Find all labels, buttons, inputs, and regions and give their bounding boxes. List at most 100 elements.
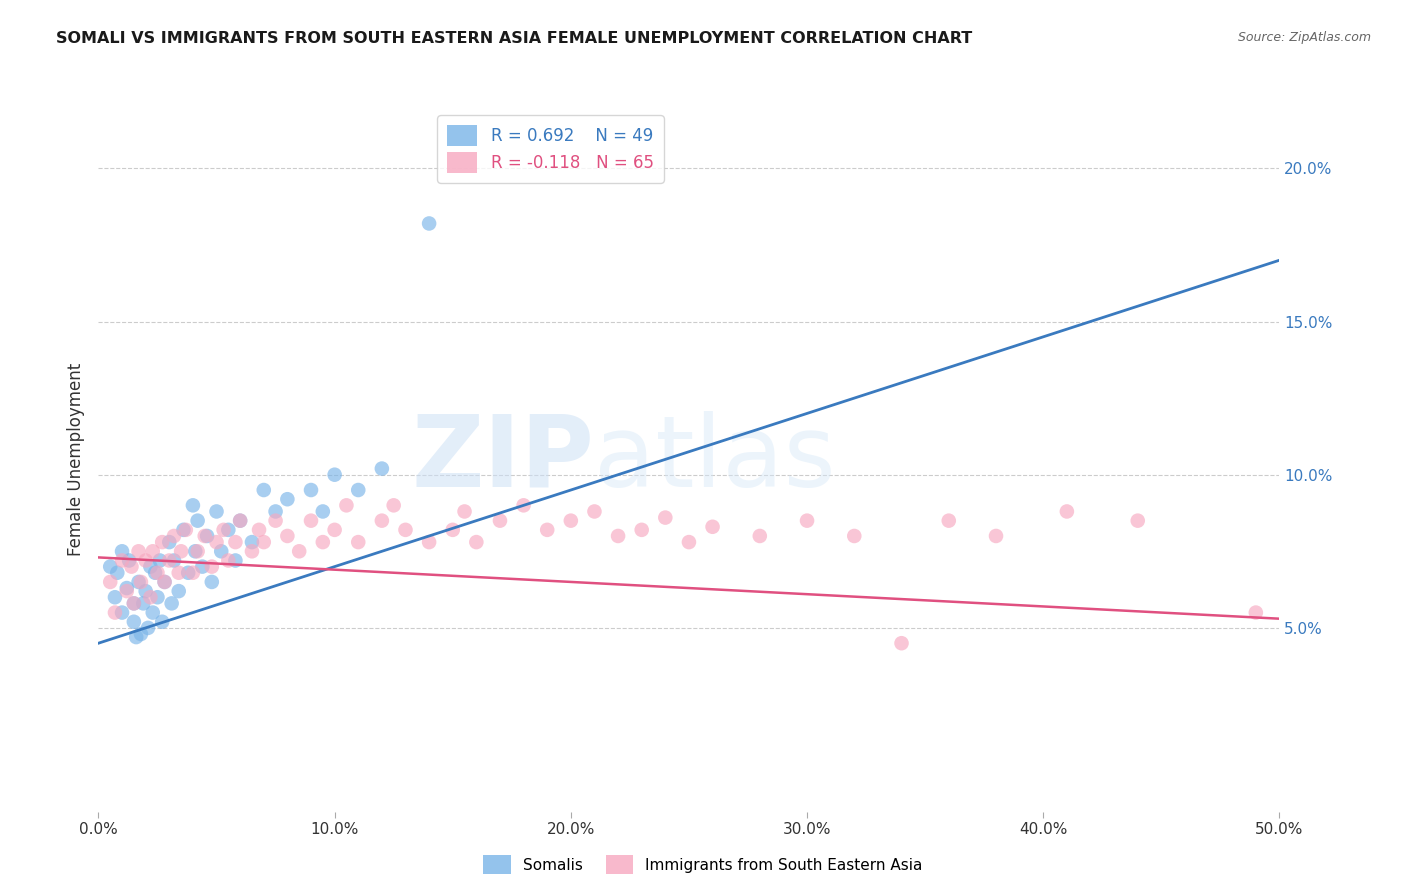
- Point: [157, 535, 180, 549]
- Point: [654, 510, 676, 524]
- Point: [607, 529, 630, 543]
- Point: [122, 596, 145, 610]
- Point: [890, 636, 912, 650]
- Point: [253, 535, 276, 549]
- Point: [323, 467, 346, 482]
- Point: [371, 461, 394, 475]
- Point: [163, 529, 186, 543]
- Text: Source: ZipAtlas.com: Source: ZipAtlas.com: [1237, 31, 1371, 45]
- Point: [702, 520, 724, 534]
- Point: [201, 574, 224, 589]
- Point: [312, 535, 335, 549]
- Point: [560, 514, 582, 528]
- Point: [174, 523, 197, 537]
- Point: [142, 544, 165, 558]
- Point: [142, 606, 165, 620]
- Point: [276, 529, 298, 543]
- Point: [335, 499, 357, 513]
- Point: [104, 606, 127, 620]
- Point: [195, 529, 218, 543]
- Point: [371, 514, 394, 528]
- Point: [1126, 514, 1149, 528]
- Point: [149, 553, 172, 567]
- Point: [264, 514, 287, 528]
- Point: [136, 621, 159, 635]
- Point: [132, 596, 155, 610]
- Point: [938, 514, 960, 528]
- Point: [323, 523, 346, 537]
- Point: [382, 499, 405, 513]
- Point: [240, 544, 263, 558]
- Point: [748, 529, 770, 543]
- Point: [128, 574, 150, 589]
- Text: ZIP: ZIP: [412, 411, 595, 508]
- Point: [150, 535, 173, 549]
- Point: [984, 529, 1007, 543]
- Text: SOMALI VS IMMIGRANTS FROM SOUTH EASTERN ASIA FEMALE UNEMPLOYMENT CORRELATION CHA: SOMALI VS IMMIGRANTS FROM SOUTH EASTERN …: [56, 31, 973, 46]
- Point: [465, 535, 488, 549]
- Point: [98, 574, 121, 589]
- Point: [583, 504, 606, 518]
- Point: [153, 574, 176, 589]
- Point: [418, 217, 440, 231]
- Point: [1244, 606, 1267, 620]
- Point: [489, 514, 512, 528]
- Point: [105, 566, 128, 580]
- Point: [187, 544, 209, 558]
- Point: [111, 553, 134, 567]
- Point: [844, 529, 866, 543]
- Point: [177, 566, 200, 580]
- Point: [135, 553, 157, 567]
- Legend: R = 0.692    N = 49, R = -0.118   N = 65: R = 0.692 N = 49, R = -0.118 N = 65: [437, 115, 664, 183]
- Point: [264, 504, 287, 518]
- Point: [453, 504, 475, 518]
- Point: [418, 535, 440, 549]
- Point: [128, 544, 150, 558]
- Point: [181, 499, 204, 513]
- Point: [143, 566, 166, 580]
- Point: [111, 606, 134, 620]
- Text: atlas: atlas: [595, 411, 837, 508]
- Point: [122, 615, 145, 629]
- Point: [288, 544, 311, 558]
- Point: [146, 591, 169, 605]
- Point: [209, 544, 232, 558]
- Point: [796, 514, 818, 528]
- Point: [191, 559, 214, 574]
- Point: [229, 514, 252, 528]
- Point: [630, 523, 652, 537]
- Point: [1056, 504, 1078, 518]
- Point: [104, 591, 127, 605]
- Point: [146, 566, 169, 580]
- Point: [125, 630, 148, 644]
- Point: [240, 535, 263, 549]
- Point: [253, 483, 276, 497]
- Point: [139, 591, 162, 605]
- Point: [347, 483, 370, 497]
- Point: [299, 514, 322, 528]
- Point: [135, 584, 157, 599]
- Point: [98, 559, 121, 574]
- Point: [167, 584, 190, 599]
- Point: [170, 544, 193, 558]
- Point: [678, 535, 700, 549]
- Point: [150, 615, 173, 629]
- Point: [160, 596, 183, 610]
- Point: [153, 574, 176, 589]
- Point: [394, 523, 416, 537]
- Point: [217, 553, 239, 567]
- Point: [167, 566, 190, 580]
- Point: [122, 596, 145, 610]
- Point: [212, 523, 235, 537]
- Point: [536, 523, 558, 537]
- Point: [139, 559, 162, 574]
- Point: [441, 523, 464, 537]
- Point: [201, 559, 224, 574]
- Point: [312, 504, 335, 518]
- Point: [129, 574, 152, 589]
- Point: [217, 523, 239, 537]
- Point: [121, 559, 143, 574]
- Point: [163, 553, 186, 567]
- Legend: Somalis, Immigrants from South Eastern Asia: Somalis, Immigrants from South Eastern A…: [477, 849, 929, 880]
- Point: [118, 553, 141, 567]
